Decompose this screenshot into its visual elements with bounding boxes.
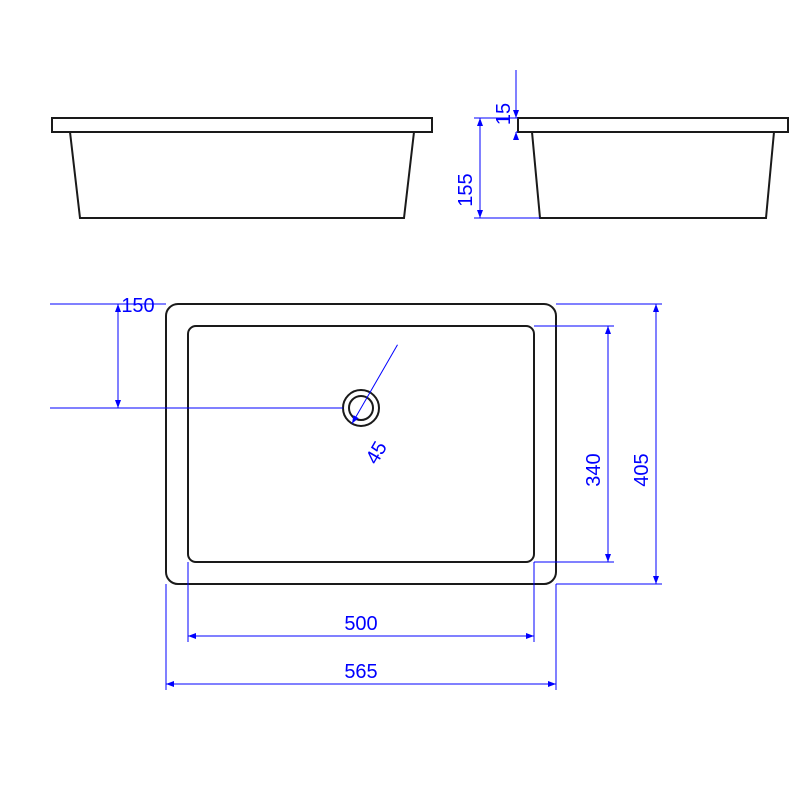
- technical-drawing: 155 15 150 45 340 405 500 565: [0, 0, 800, 800]
- dimension-label: 45: [362, 438, 392, 468]
- dimension-label: 500: [344, 613, 377, 635]
- dimension-label: 340: [583, 453, 605, 486]
- dimension-label: 405: [631, 453, 653, 486]
- dimension-label: 565: [344, 661, 377, 683]
- dimension-label: 155: [455, 173, 477, 206]
- dimension-label: 150: [121, 295, 154, 317]
- dimension-label: 15: [493, 103, 515, 125]
